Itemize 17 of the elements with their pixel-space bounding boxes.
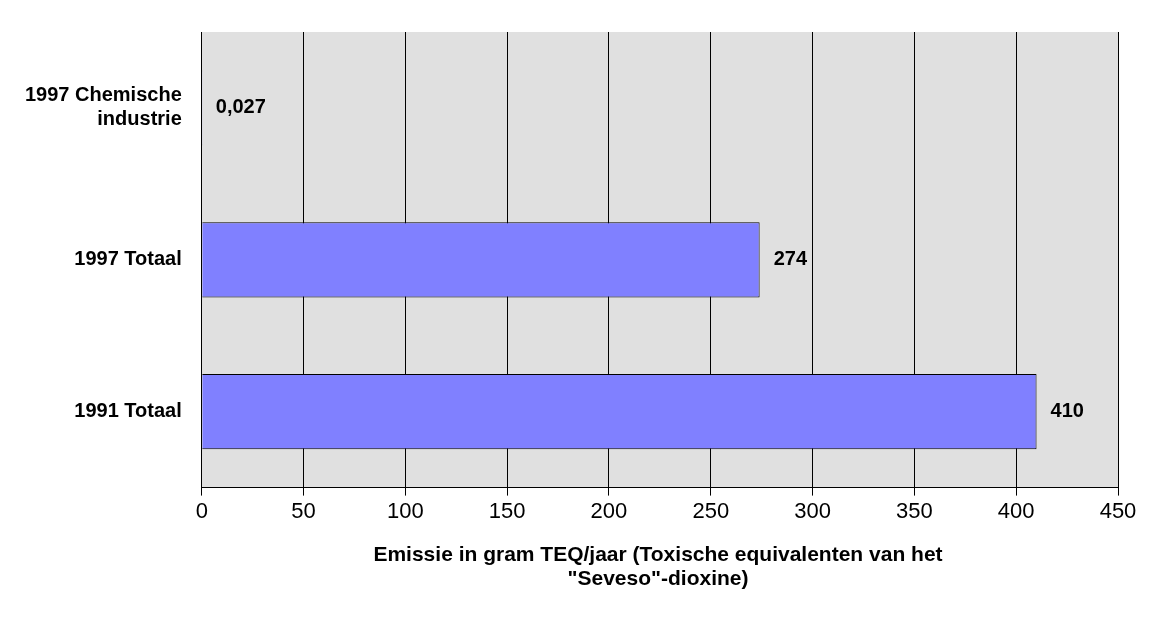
y-tick-label: 1997 Totaal [74,247,182,270]
x-tick-label: 450 [1099,497,1137,523]
y-tick-label: 1997 Chemische industrie [24,83,182,130]
data-label: 410 [1050,399,1084,422]
data-label: 274 [773,247,808,270]
x-tick-label: 200 [590,497,628,523]
x-tick-label: 350 [896,497,933,523]
x-tick-label: 400 [997,497,1035,523]
x-tick-label: 50 [291,497,316,523]
x-tick-label: 150 [488,497,526,523]
x-tick-label: 300 [794,497,831,523]
x-axis-title: Emissie in gram TEQ/jaar (Toxische equivalenten van het "Seveso"-dioxine) [372,542,944,590]
x-tick-label: 0 [195,497,208,523]
x-tick-label: 250 [692,497,730,523]
data-label: 0,027 [215,95,266,118]
y-tick-label: 1991 Totaal [74,399,182,422]
x-tick-label: 100 [387,497,424,523]
